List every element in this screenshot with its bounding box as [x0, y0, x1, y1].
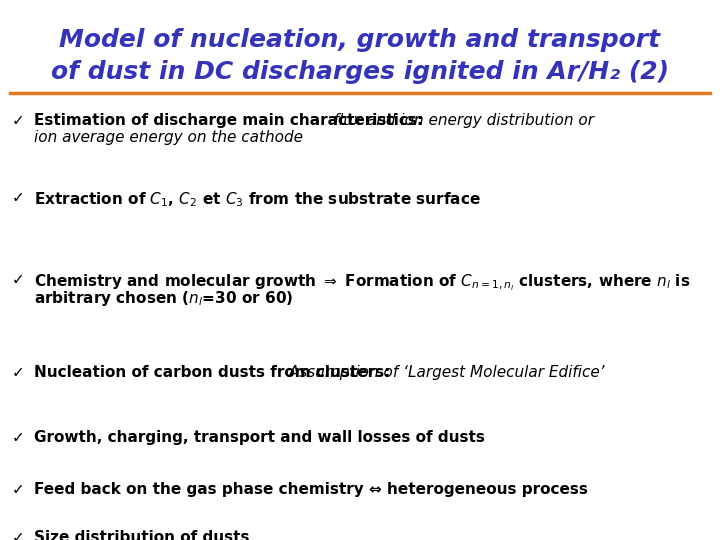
Text: Estimation of discharge main characteristics:: Estimation of discharge main characteris… [34, 113, 423, 128]
Text: Nucleation of carbon dusts from clusters:: Nucleation of carbon dusts from clusters… [34, 365, 390, 380]
Text: flux and ion energy distribution or: flux and ion energy distribution or [324, 113, 594, 128]
Text: Assumption of ‘Largest Molecular Edifice’: Assumption of ‘Largest Molecular Edifice… [284, 365, 605, 380]
Text: ✓: ✓ [12, 530, 24, 540]
Text: Feed back on the gas phase chemistry ⇔ heterogeneous process: Feed back on the gas phase chemistry ⇔ h… [34, 482, 588, 497]
Text: Growth, charging, transport and wall losses of dusts: Growth, charging, transport and wall los… [34, 430, 485, 445]
Text: ✓: ✓ [12, 482, 24, 497]
Text: ✓: ✓ [12, 365, 24, 380]
Text: ✓: ✓ [12, 113, 24, 128]
Text: of dust in DC discharges ignited in Ar/H₂ (2): of dust in DC discharges ignited in Ar/H… [51, 60, 669, 84]
Text: Model of nucleation, growth and transport: Model of nucleation, growth and transpor… [60, 28, 660, 52]
Text: ✓: ✓ [12, 190, 24, 205]
Text: ion average energy on the cathode: ion average energy on the cathode [34, 130, 303, 145]
Text: ✓: ✓ [12, 272, 24, 287]
Text: Extraction of $C_1$, $C_2$ et $C_3$ from the substrate surface: Extraction of $C_1$, $C_2$ et $C_3$ from… [34, 190, 481, 208]
Text: arbitrary chosen ($n_l$=30 or 60): arbitrary chosen ($n_l$=30 or 60) [34, 289, 293, 308]
Text: Size distribution of dusts: Size distribution of dusts [34, 530, 250, 540]
Text: Chemistry and molecular growth $\Rightarrow$ Formation of $C_{n=1,n_l}$ clusters: Chemistry and molecular growth $\Rightar… [34, 272, 690, 293]
Text: ✓: ✓ [12, 430, 24, 445]
